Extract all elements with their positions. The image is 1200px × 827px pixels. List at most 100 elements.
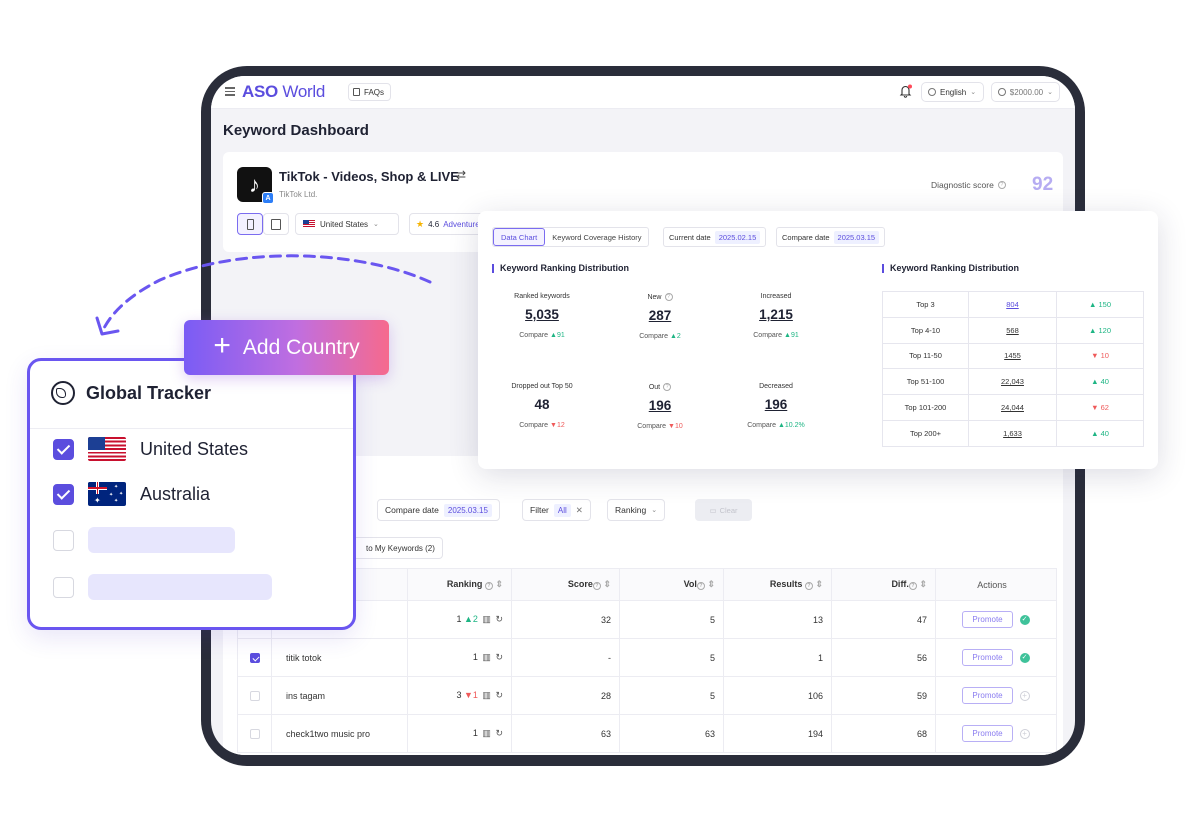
range-value[interactable]: 22,043: [968, 368, 1057, 396]
table-row: 1 ▲2 ▥ ↻ 32 5 13 47 Promote ✓: [237, 600, 1057, 639]
ranking-range-row: Top 101-200 24,044 ▼ 62: [882, 394, 1144, 421]
globe-icon: [51, 381, 75, 405]
header-vol[interactable]: Vol? ⇕: [619, 568, 724, 601]
metric-label: Out?: [605, 383, 715, 391]
close-icon[interactable]: ✕: [575, 504, 583, 515]
checkbox[interactable]: [53, 529, 74, 551]
diff-cell: 47: [831, 600, 936, 639]
vol-cell: 5: [619, 600, 724, 639]
checkbox[interactable]: [53, 438, 74, 460]
promote-button[interactable]: Promote: [962, 725, 1013, 742]
checkbox[interactable]: [53, 576, 74, 598]
checkbox[interactable]: [53, 483, 74, 505]
range-value[interactable]: 568: [968, 316, 1057, 344]
checkbox[interactable]: [249, 690, 260, 701]
actions-cell: Promote +: [935, 676, 1057, 715]
clear-button[interactable]: ▭ Clear: [695, 499, 752, 521]
range-value[interactable]: 1,633: [968, 419, 1057, 447]
trash-icon: ▭: [709, 505, 717, 515]
metric-value[interactable]: 1,215: [759, 307, 793, 322]
refresh-icon[interactable]: ↻: [495, 614, 503, 624]
range-label: Top 3: [882, 291, 969, 318]
metric-compare: Compare ▼12: [519, 422, 565, 429]
filter-select[interactable]: Filter All ✕: [522, 499, 591, 521]
language-selector[interactable]: English ⌄: [921, 82, 984, 102]
metric-compare: Compare ▼10: [637, 423, 683, 430]
plus-circle-icon[interactable]: +: [1019, 728, 1030, 739]
current-date-picker[interactable]: Current date 2025.02.15: [663, 227, 767, 247]
metric-card: Increased 1,215 Compare ▲91: [721, 293, 831, 339]
tracker-country-au[interactable]: ✦ ✦ ✦ ✦ ✦ Australia: [53, 482, 210, 506]
compare-date-picker[interactable]: Compare date 2025.03.15: [776, 227, 886, 247]
table-row: ins tagam 3 ▼1 ▥ ↻ 28 5 106 59 Promote +: [237, 676, 1057, 715]
metric-label: Ranked keywords: [514, 293, 570, 300]
ipad-toggle[interactable]: [263, 213, 289, 235]
chart-icon[interactable]: ▥: [482, 652, 491, 662]
refresh-icon[interactable]: ↻: [495, 652, 503, 662]
metric-label: Increased: [760, 293, 792, 300]
help-icon[interactable]: ?: [997, 181, 1006, 189]
header-score[interactable]: Score? ⇕: [511, 568, 620, 601]
range-delta: ▲ 120: [1056, 316, 1144, 344]
promote-button[interactable]: Promote: [962, 649, 1013, 666]
metric-value[interactable]: 196: [648, 398, 672, 413]
ranking-select[interactable]: Ranking ⌄: [607, 499, 666, 521]
ranking-cell: 1 ▲2 ▥ ↻: [407, 600, 512, 639]
refresh-icon[interactable]: ↻: [495, 728, 503, 738]
help-icon[interactable]: ?: [664, 293, 673, 301]
balance-button[interactable]: $2000.00 ⌄: [991, 82, 1060, 102]
row-checkbox-cell: [237, 676, 272, 715]
score-cell: 28: [511, 676, 620, 715]
range-label: Top 101-200: [882, 394, 969, 421]
logo[interactable]: ASO World: [242, 82, 325, 101]
metric-value[interactable]: 196: [764, 397, 788, 412]
tab-keyword-coverage-history[interactable]: Keyword Coverage History: [552, 232, 642, 242]
range-value[interactable]: 804: [968, 291, 1057, 318]
add-to-my-keywords-button[interactable]: to My Keywords (2): [341, 537, 443, 559]
chart-icon[interactable]: ▥: [482, 614, 491, 624]
diff-cell: 56: [831, 638, 936, 677]
header-diff[interactable]: Diff.? ⇕: [831, 568, 936, 601]
compare-date-filter[interactable]: Compare date 2025.03.15: [377, 499, 500, 521]
australia-flag-icon: ✦ ✦ ✦ ✦ ✦: [88, 482, 126, 506]
book-icon: [353, 88, 360, 96]
metric-label: Dropped out Top 50: [511, 383, 573, 390]
plus-circle-icon[interactable]: +: [1019, 690, 1030, 701]
checkbox[interactable]: [249, 652, 260, 663]
tracker-country-us[interactable]: United States: [53, 437, 248, 461]
metric-label: New?: [605, 293, 715, 301]
header-ranking[interactable]: Ranking ? ⇕: [407, 568, 512, 601]
section-title-right: Keyword Ranking Distribution: [882, 264, 1019, 273]
chart-icon[interactable]: ▥: [482, 728, 491, 738]
add-country-button[interactable]: + Add Country: [184, 320, 389, 375]
header-actions: Actions: [935, 568, 1057, 601]
diagnostic-score: 92: [1032, 174, 1054, 195]
results-cell: 1: [723, 638, 832, 677]
range-delta: ▼ 10: [1056, 342, 1144, 370]
refresh-icon[interactable]: ↻: [495, 690, 503, 700]
help-icon[interactable]: ?: [663, 383, 672, 391]
iphone-toggle[interactable]: [237, 213, 263, 235]
chart-icon[interactable]: ▥: [482, 690, 491, 700]
score-cell: -: [511, 638, 620, 677]
faq-button[interactable]: FAQs: [348, 83, 392, 101]
ranking-distribution-panel: Data Chart Keyword Coverage History Curr…: [478, 211, 1158, 469]
tab-data-chart[interactable]: Data Chart: [493, 228, 546, 246]
swap-icon[interactable]: ⇄: [456, 168, 467, 182]
metric-value[interactable]: 5,035: [525, 307, 559, 322]
keyword-cell: check1two music pro: [271, 714, 408, 753]
chevron-down-icon: ⌄: [970, 89, 977, 96]
metric-value[interactable]: 287: [648, 308, 672, 323]
bell-icon[interactable]: [899, 84, 912, 98]
keyword-cell: titik totok: [271, 638, 408, 677]
metric-compare: Compare ▲2: [639, 333, 681, 340]
menu-icon[interactable]: [225, 87, 235, 96]
country-selector[interactable]: United States ⌄: [295, 213, 399, 235]
promote-button[interactable]: Promote: [962, 611, 1013, 628]
range-value[interactable]: 1455: [968, 342, 1057, 370]
promote-button[interactable]: Promote: [962, 687, 1013, 704]
range-value[interactable]: 24,044: [968, 394, 1057, 421]
tracker-header: Global Tracker: [30, 361, 353, 429]
checkbox[interactable]: [249, 728, 260, 739]
header-results[interactable]: Results ? ⇕: [723, 568, 832, 601]
